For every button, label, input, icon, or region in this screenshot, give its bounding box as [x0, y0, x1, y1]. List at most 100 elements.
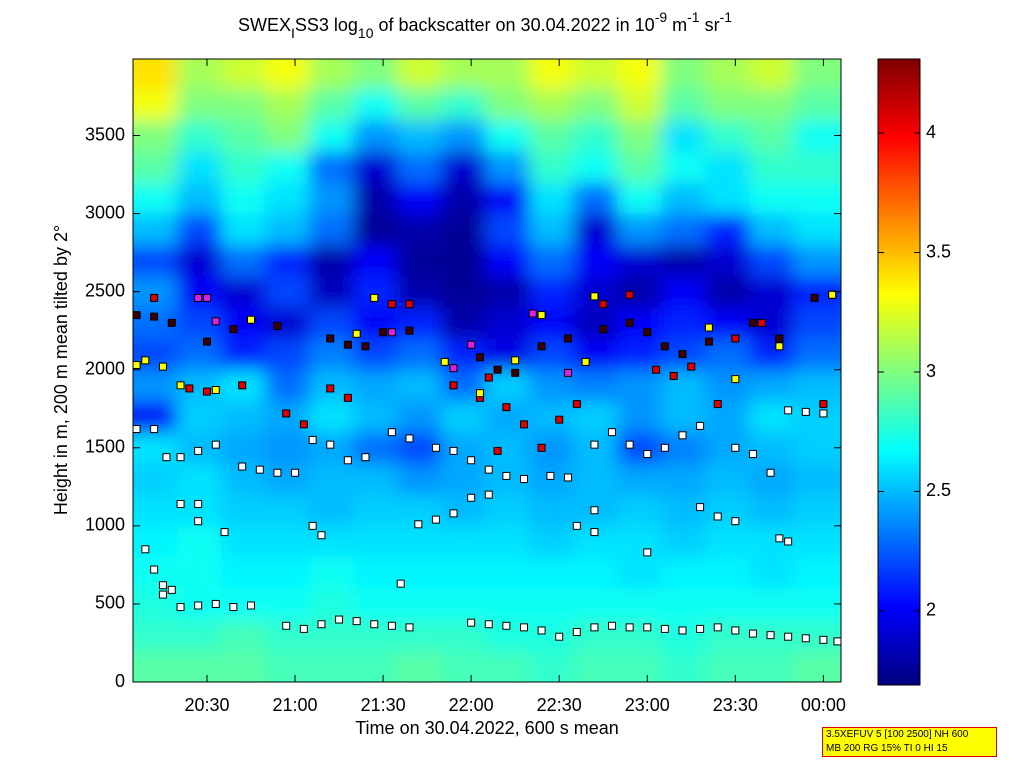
marker: [608, 621, 617, 630]
heatmap-cell: [529, 88, 574, 121]
marker: [748, 450, 757, 459]
marker: [141, 545, 150, 554]
marker: [784, 632, 793, 641]
heatmap-cell: [309, 213, 354, 246]
heatmap-cell: [177, 88, 222, 121]
heatmap-cell: [661, 151, 706, 183]
heatmap-cell: [353, 59, 398, 90]
marker: [484, 620, 493, 629]
heatmap-cell: [573, 369, 618, 402]
heatmap-cell: [133, 400, 178, 433]
heatmap-cell: [353, 400, 398, 433]
marker: [335, 615, 344, 624]
heatmap-cell: [133, 369, 178, 402]
marker: [194, 601, 203, 610]
heatmap-cell: [749, 119, 794, 152]
axes: 0 500 1000 1500 2000 2500 3000 3500 20:30 21:00 21…: [85, 58, 951, 715]
heatmap-cell: [441, 432, 486, 464]
marker: [537, 626, 546, 635]
marker: [467, 340, 476, 349]
marker: [185, 384, 194, 393]
plot-frame: [132, 58, 842, 683]
heatmap-cell: [397, 588, 442, 621]
heatmap-cell: [441, 494, 486, 527]
heatmap-cell: [617, 432, 662, 464]
heatmap-cell: [573, 557, 618, 589]
marker: [467, 456, 476, 465]
heatmap-cell: [177, 650, 222, 682]
heatmap-cell: [617, 59, 662, 90]
y-axis-label: Height in m, 200 m mean tilted by 2°: [51, 225, 71, 515]
heatmap-cell: [353, 588, 398, 621]
heatmap-cell: [705, 400, 750, 433]
marker: [590, 506, 599, 515]
marker: [643, 450, 652, 459]
marker: [660, 443, 669, 452]
title-part: m: [667, 15, 687, 35]
heatmap-cell: [441, 151, 486, 183]
heatmap-cell: [749, 213, 794, 246]
marker: [731, 375, 740, 384]
heatmap-cell: [353, 88, 398, 121]
heatmap-cell: [529, 588, 574, 621]
heatmap-cell: [793, 525, 841, 558]
heatmap-cell: [573, 119, 618, 152]
colorbar-tick-label: 2.5: [926, 480, 951, 500]
marker: [599, 300, 608, 309]
x-axis-label: Time on 30.04.2022, 600 s mean: [355, 718, 619, 738]
heatmap-cell: [793, 151, 841, 183]
marker: [528, 309, 537, 318]
marker: [590, 528, 599, 537]
heatmap-cell: [793, 307, 841, 339]
heatmap-cell: [529, 276, 574, 308]
heatmap-cell: [529, 494, 574, 527]
heatmap-cell: [793, 213, 841, 246]
heatmap-cell: [441, 588, 486, 621]
heatmap-cell: [397, 369, 442, 402]
heatmap-cell: [309, 557, 354, 589]
marker: [379, 328, 388, 337]
heatmap-cell: [177, 525, 222, 558]
marker: [449, 381, 458, 390]
heatmap-cell: [221, 588, 266, 621]
heatmap-cell: [529, 182, 574, 215]
heatmap-cell: [441, 650, 486, 682]
markers: [133, 290, 841, 646]
heatmap-cell: [441, 463, 486, 496]
marker: [766, 631, 775, 640]
marker: [564, 473, 573, 482]
annotation: MB 200 RG 15% TI 0 HI 15: [826, 743, 948, 754]
heatmap-cell: [441, 557, 486, 589]
marker: [678, 350, 687, 359]
marker: [133, 311, 141, 320]
heatmap-cell: [133, 244, 178, 277]
marker: [493, 446, 502, 455]
heatmap-cell: [705, 151, 750, 183]
heatmap-cell: [441, 59, 486, 90]
heatmap-cell: [793, 338, 841, 371]
marker: [828, 290, 837, 299]
heatmap-cell: [573, 650, 618, 682]
heatmap-cell: [221, 494, 266, 527]
heatmap-cell: [397, 88, 442, 121]
marker: [519, 475, 528, 484]
marker: [643, 548, 652, 557]
marker: [643, 328, 652, 337]
heatmap-cell: [265, 525, 310, 558]
marker: [282, 621, 291, 630]
heatmap-cell: [705, 88, 750, 121]
marker: [194, 293, 203, 302]
heatmap-cell: [177, 119, 222, 152]
heatmap-cell: [265, 182, 310, 215]
heatmap-cell: [705, 557, 750, 589]
marker: [273, 468, 282, 477]
heatmap-cell: [661, 276, 706, 308]
heatmap-cell: [397, 619, 442, 652]
heatmap-cell: [661, 525, 706, 558]
heatmap-cell: [705, 494, 750, 527]
marker: [660, 624, 669, 633]
marker: [405, 326, 414, 335]
heatmap-cell: [221, 400, 266, 433]
marker: [546, 471, 555, 480]
marker: [291, 468, 300, 477]
